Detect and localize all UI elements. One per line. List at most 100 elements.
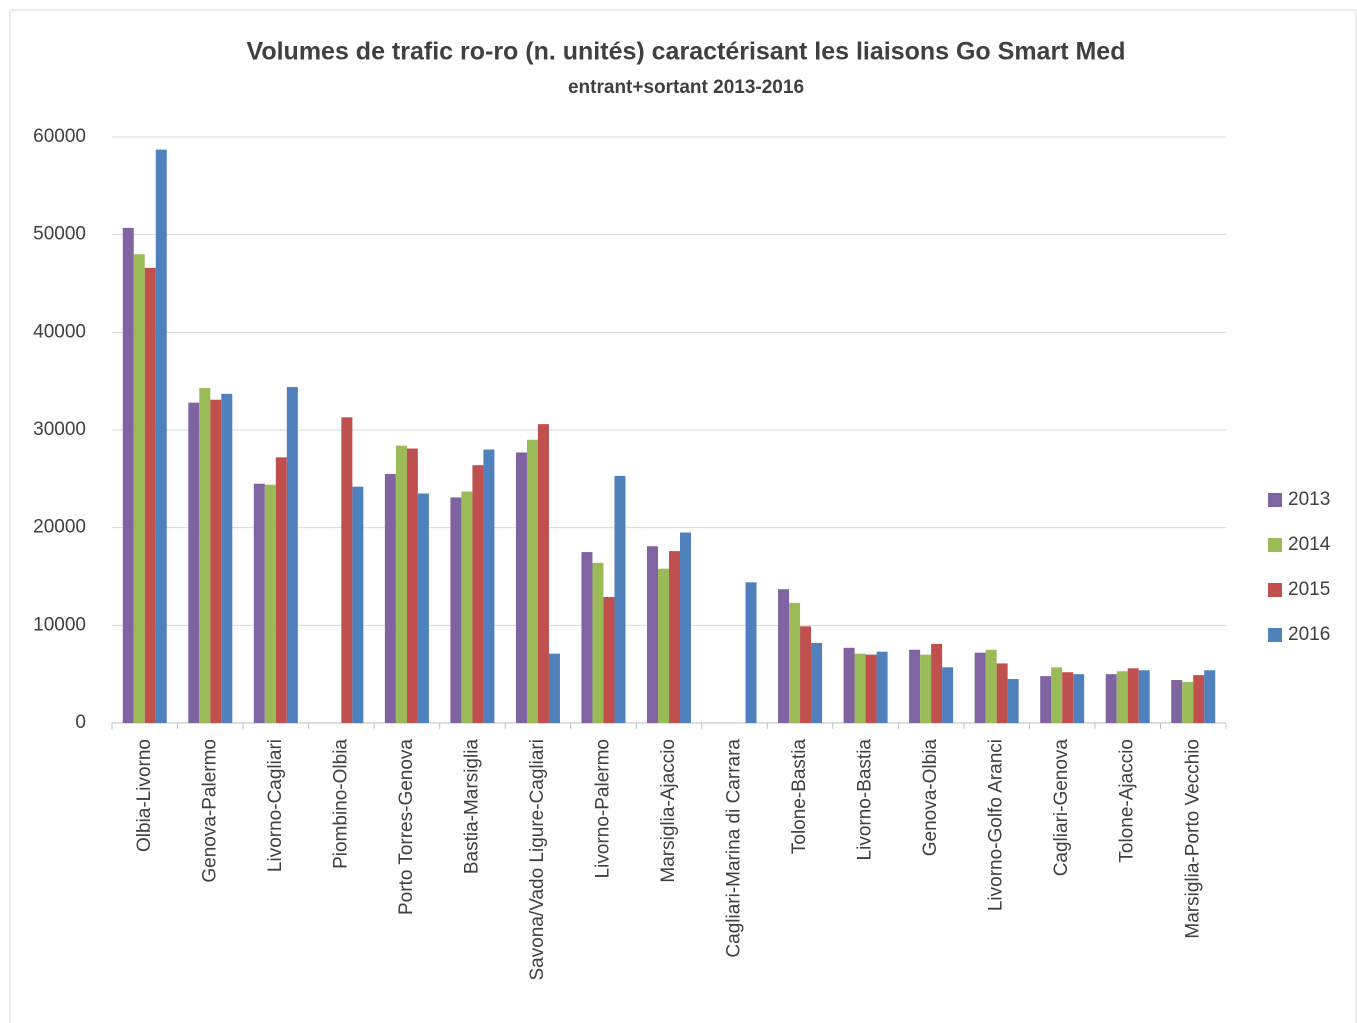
bar — [931, 643, 943, 723]
legend-swatch — [1268, 628, 1282, 642]
bar — [1007, 679, 1019, 723]
bar — [811, 642, 823, 723]
legend-swatch — [1268, 538, 1282, 552]
bar — [745, 582, 757, 723]
bar — [1116, 671, 1128, 723]
bar — [778, 589, 790, 723]
y-tick-label: 40000 — [33, 321, 86, 342]
bar — [603, 597, 615, 723]
bar — [1040, 676, 1052, 723]
bar — [155, 149, 167, 724]
y-tick-label: 0 — [75, 712, 86, 733]
bar — [483, 449, 495, 723]
bar — [974, 652, 986, 723]
bar — [221, 393, 233, 723]
bar — [526, 439, 538, 723]
legend-label: 2013 — [1288, 489, 1330, 510]
chart-subtitle: entrant+sortant 2013-2016 — [568, 77, 804, 98]
bar — [1138, 670, 1150, 723]
bar — [1182, 681, 1194, 723]
bar — [1204, 670, 1216, 723]
legend-label: 2016 — [1288, 624, 1330, 645]
bar — [275, 457, 287, 723]
bar — [461, 491, 473, 723]
x-tick-label: Bastia-Marsiglia — [461, 739, 482, 875]
bar — [1073, 674, 1085, 723]
y-tick-label: 10000 — [33, 614, 86, 635]
bar — [865, 654, 877, 723]
bar — [352, 486, 364, 723]
x-tick-label: Marsiglia-Ajaccio — [658, 739, 679, 883]
bar — [384, 473, 396, 723]
bar — [680, 532, 691, 723]
y-tick-label: 50000 — [33, 224, 86, 245]
y-tick-label: 20000 — [33, 517, 86, 538]
bar — [789, 602, 801, 723]
bar — [1062, 672, 1074, 723]
bar — [144, 267, 156, 723]
x-tick-label: Porto Torres-Genova — [396, 739, 417, 915]
x-tick-label: Livorno-Bastia — [855, 739, 876, 861]
bar — [1105, 674, 1117, 723]
x-tick-label: Cagliari-Marina di Carrara — [724, 739, 745, 958]
bar — [122, 227, 134, 723]
legend-swatch — [1268, 583, 1282, 597]
bar — [1171, 680, 1183, 723]
bar — [1051, 667, 1063, 723]
bar — [1193, 675, 1205, 723]
bar — [592, 562, 604, 723]
bar — [985, 649, 997, 723]
x-tick-label: Tolone-Ajaccio — [1117, 739, 1138, 863]
bar — [920, 654, 932, 723]
bar — [876, 651, 888, 723]
bar — [253, 483, 265, 723]
bar — [800, 626, 812, 723]
bar — [647, 546, 658, 723]
bar — [669, 551, 680, 723]
bar — [1127, 668, 1139, 723]
chart-title: Volumes de trafic ro-ro (n. unités) cara… — [247, 38, 1126, 66]
x-tick-label: Tolone-Bastia — [789, 739, 810, 855]
x-tick-label: Livorno-Palermo — [592, 739, 613, 878]
bar — [996, 663, 1008, 723]
bar — [210, 399, 222, 723]
x-tick-label: Genova-Palermo — [199, 739, 220, 883]
bar — [909, 649, 921, 723]
legend-label: 2014 — [1288, 534, 1331, 555]
bar — [133, 254, 145, 723]
x-tick-label: Marsiglia-Porto Vecchio — [1182, 739, 1203, 939]
bar — [341, 417, 353, 723]
legend-swatch — [1268, 493, 1282, 507]
x-tick-label: Olbia-Livorno — [134, 739, 155, 852]
bar — [417, 493, 429, 723]
bar — [286, 387, 298, 723]
bar — [614, 475, 626, 723]
bar — [854, 653, 866, 723]
chart-border — [9, 9, 1357, 1023]
bar — [264, 484, 276, 723]
legend-label: 2015 — [1288, 579, 1330, 600]
bar — [188, 402, 200, 723]
x-tick-label: Piombino-Olbia — [330, 739, 351, 869]
bar — [472, 465, 484, 723]
bar — [537, 424, 549, 723]
bar — [658, 568, 669, 723]
bar — [843, 647, 855, 723]
bar — [515, 452, 527, 723]
x-tick-label: Savona/Vado Ligure-Cagliari — [527, 739, 548, 981]
x-tick-label: Livorno-Cagliari — [265, 739, 286, 872]
y-tick-label: 60000 — [33, 126, 86, 147]
bar — [450, 497, 462, 723]
bar — [199, 388, 211, 723]
x-tick-label: Livorno-Golfo Aranci — [986, 739, 1007, 911]
bar — [395, 445, 407, 723]
y-tick-label: 30000 — [33, 419, 86, 440]
bar — [406, 448, 418, 723]
x-tick-label: Cagliari-Genova — [1051, 739, 1072, 877]
bar — [581, 552, 593, 723]
bar — [942, 667, 954, 723]
bar — [548, 653, 560, 723]
x-tick-label: Genova-Olbia — [920, 739, 941, 857]
